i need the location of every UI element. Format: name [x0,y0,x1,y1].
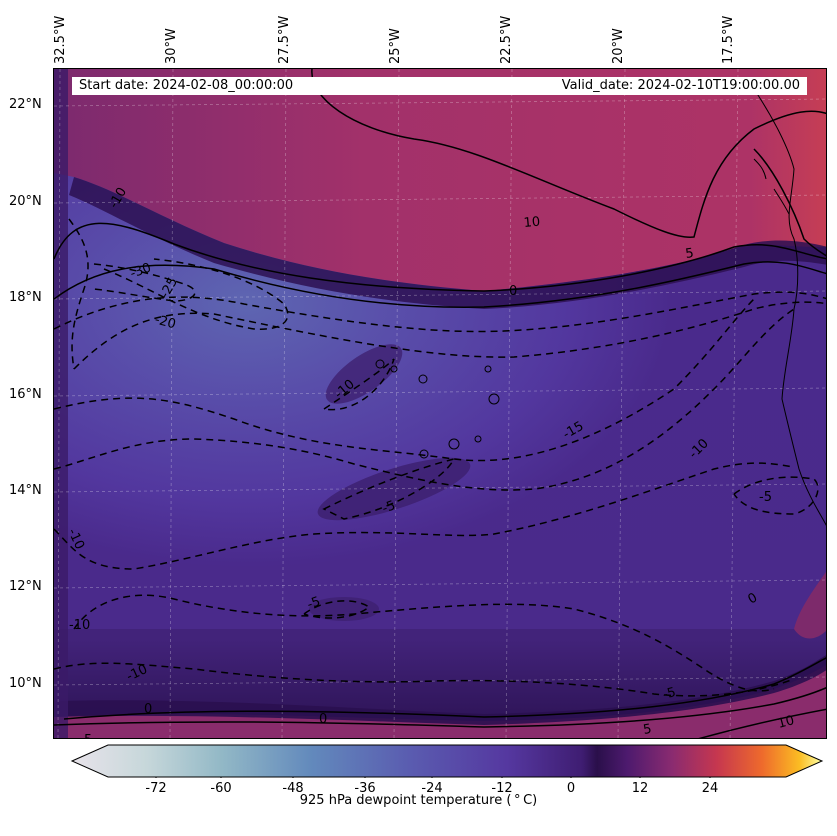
date-info-bar: Start date: 2024-02-08_00:00:00 Valid_da… [72,77,807,95]
contour-minus10-south [54,308,795,491]
dewpoint-map: 10 5 0 -10 -30 -25 -20 -10 -15 -10 -5 -5… [54,69,826,739]
contour-label-0-north: 0 [509,284,517,299]
lat-label-10n: 10°N [9,676,42,691]
colorbar-gradient [70,744,824,778]
lon-label-20w: 20°W [611,28,626,64]
lat-label-18n: 18°N [9,290,42,305]
cape-verde-5 [488,393,500,405]
contour-10-north [311,69,826,238]
field-warm-south [54,665,826,738]
contour-10-south [698,708,826,738]
coastlines [375,88,826,526]
colorbar-tick-label: -12 [491,781,513,796]
contour-label-5-north: 5 [684,246,694,262]
zero-band-north [69,177,826,309]
contour-minus30-core [68,218,89,370]
contour-label-minus5-east: -5 [759,490,772,505]
cape-verde-6 [448,438,460,450]
lat-label-20n: 20°N [9,194,42,209]
contour-label-5-s: 5 [642,722,653,738]
field-west-edge [54,69,68,738]
africa-coast [753,88,826,526]
lon-label-22-5w: 22.5°W [499,15,514,64]
field-warm-north [54,69,826,291]
valid-date-text: Valid_date: 2024-02-10T19:00:00.00 [561,78,800,93]
colorbar-ticks [155,777,711,778]
lon-label-27-5w: 27.5°W [277,15,292,64]
contour-5-south [54,687,826,728]
contour-10-africa [753,148,826,257]
zero-band-south [54,655,826,725]
field-warm-africa [794,571,826,639]
lon-label-17-5w: 17.5°W [721,15,736,64]
contour-minus20 [103,258,289,330]
contour-label-minus10-w2: -10 [69,618,90,633]
dashed-contours [54,218,826,697]
canary-islands [753,158,790,215]
cape-verde-4 [484,365,492,373]
contour-minus5-north [54,291,826,333]
lon-label-30w: 30°W [164,28,179,64]
lat-label-12n: 12°N [9,579,42,594]
contour-0-north [54,261,826,308]
moist-blob-1 [325,344,403,404]
start-date-text: Start date: 2024-02-08_00:00:00 [79,78,294,93]
contour-label-10-north: 10 [523,215,541,231]
lat-label-14n: 14°N [9,483,42,498]
contour-0-south [63,657,826,720]
moist-blob-2 [317,457,471,521]
colorbar-tick-label: 24 [701,781,719,796]
lat-label-22n: 22°N [9,97,42,112]
contour-minus10-sw [73,594,775,692]
contour-label-5-w: 5 [84,733,92,739]
colorbar-tick-label: -36 [354,781,376,796]
graticule [54,69,826,738]
cape-verde-3 [418,374,428,384]
colorbar-tick-label: -24 [421,781,443,796]
lon-label-25w: 25°W [388,28,403,64]
colorbar-tick-label: -72 [145,781,167,796]
cape-verde-2 [390,365,398,373]
colorbar-tick-label: -48 [282,781,304,796]
contour-5-north [54,222,826,292]
contour-label-minus20: -20 [153,312,177,332]
colorbar [70,744,824,778]
contour-minus15 [54,298,755,462]
contour-label-10-s: 10 [776,713,796,732]
contour-label-minus30: -30 [128,260,153,281]
map-panel: 10 5 0 -10 -30 -25 -20 -10 -15 -10 -5 -5… [53,68,827,739]
cape-verde-7 [474,435,482,443]
contour-label-minus5-blob: -5 [380,498,397,517]
lon-label-32-5w: 32.5°W [53,15,68,64]
lat-label-16n: 16°N [9,387,42,402]
contour-label-minus5-se: -5 [661,685,677,703]
cape-verde-8 [419,449,429,459]
solid-contours [54,69,826,738]
colorbar-tick-label: 0 [566,781,576,796]
contour-minus5-blob2 [322,457,456,520]
contour-label-0-sw: 0 [144,702,152,717]
contour-minus5-east [733,476,819,515]
contour-label-0-s: 0 [319,712,327,727]
contour-label-minus5-sw: -5 [305,594,322,613]
contour-minus5-south [54,462,795,570]
cape-verde-1 [375,359,385,369]
colorbar-tick-label: 12 [631,781,649,796]
contour-minus5-blob1 [323,358,395,411]
contour-minus25 [93,263,196,302]
contour-minus10-north [73,301,826,370]
colorbar-title: 925 hPa dewpoint temperature ( ° C) [299,793,538,808]
colorbar-tick-label: -60 [210,781,232,796]
